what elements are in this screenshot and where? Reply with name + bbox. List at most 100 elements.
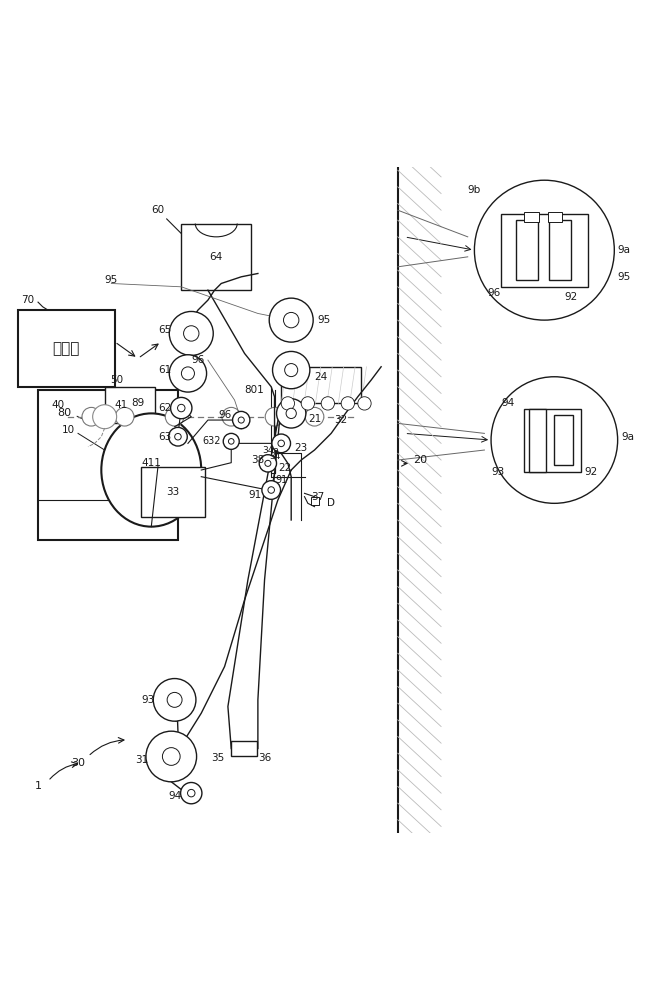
- Ellipse shape: [101, 413, 201, 527]
- Text: 36: 36: [258, 753, 271, 763]
- Circle shape: [169, 355, 207, 392]
- Text: 95: 95: [318, 315, 331, 325]
- Circle shape: [181, 367, 195, 380]
- Circle shape: [285, 364, 298, 377]
- Circle shape: [265, 407, 284, 426]
- Text: 65: 65: [158, 325, 171, 335]
- Text: 20: 20: [413, 455, 427, 465]
- Circle shape: [167, 692, 182, 707]
- Text: 30: 30: [71, 758, 85, 768]
- Text: 31: 31: [134, 755, 148, 765]
- Circle shape: [301, 397, 314, 410]
- Bar: [549, 220, 571, 280]
- Text: 801: 801: [245, 385, 264, 395]
- Circle shape: [82, 407, 100, 426]
- Text: 9b: 9b: [468, 185, 481, 195]
- Circle shape: [272, 351, 310, 389]
- Circle shape: [265, 460, 271, 466]
- Text: 38: 38: [252, 455, 264, 465]
- Bar: [501, 214, 587, 287]
- Circle shape: [187, 789, 195, 797]
- Text: 95: 95: [617, 272, 631, 282]
- Circle shape: [177, 404, 185, 412]
- Bar: [181, 224, 252, 290]
- Text: 70: 70: [21, 295, 35, 305]
- Text: 35: 35: [211, 753, 225, 763]
- Text: 61: 61: [158, 365, 171, 375]
- Text: 92: 92: [584, 467, 597, 477]
- Circle shape: [491, 377, 617, 503]
- Text: 60: 60: [151, 205, 165, 215]
- Text: 24: 24: [314, 372, 328, 382]
- Text: 411: 411: [141, 458, 161, 468]
- Circle shape: [183, 326, 199, 341]
- Circle shape: [286, 408, 296, 419]
- Text: D: D: [327, 498, 335, 508]
- Bar: [516, 220, 538, 280]
- Circle shape: [272, 434, 290, 453]
- Text: 41: 41: [114, 400, 128, 410]
- Text: 62: 62: [158, 403, 171, 413]
- Circle shape: [228, 439, 234, 444]
- Circle shape: [281, 397, 294, 410]
- Circle shape: [223, 433, 240, 449]
- Bar: [38, 390, 178, 540]
- Circle shape: [321, 397, 334, 410]
- Circle shape: [358, 397, 371, 410]
- Circle shape: [163, 748, 180, 765]
- Bar: [104, 387, 155, 423]
- Bar: [548, 212, 563, 222]
- Circle shape: [341, 397, 355, 410]
- Circle shape: [115, 407, 134, 426]
- Bar: [311, 497, 319, 505]
- Text: 89: 89: [131, 398, 145, 408]
- Circle shape: [262, 481, 280, 499]
- Bar: [524, 212, 539, 222]
- Text: 33: 33: [167, 487, 179, 497]
- Circle shape: [169, 311, 213, 355]
- Text: 21: 21: [308, 414, 321, 424]
- Text: 94: 94: [168, 791, 181, 801]
- Bar: [524, 409, 581, 472]
- Text: 632: 632: [203, 436, 221, 446]
- Circle shape: [259, 455, 276, 472]
- Text: 96: 96: [191, 355, 205, 365]
- Text: 92: 92: [565, 292, 577, 302]
- Text: 32: 32: [334, 415, 348, 425]
- Text: 9a: 9a: [621, 432, 634, 442]
- Text: 34a: 34a: [263, 446, 280, 455]
- Text: 控制部: 控制部: [53, 341, 80, 356]
- Text: 40: 40: [52, 400, 64, 410]
- Circle shape: [93, 405, 116, 429]
- Bar: [529, 409, 546, 472]
- Text: 23: 23: [294, 443, 308, 453]
- Text: 93: 93: [141, 695, 155, 705]
- Circle shape: [153, 679, 196, 721]
- Text: 1: 1: [35, 781, 41, 791]
- Circle shape: [474, 180, 614, 320]
- Circle shape: [268, 487, 274, 493]
- Circle shape: [238, 417, 244, 423]
- Circle shape: [269, 298, 313, 342]
- Circle shape: [305, 407, 324, 426]
- Bar: [555, 415, 573, 465]
- Text: 93: 93: [491, 467, 504, 477]
- Circle shape: [165, 407, 184, 426]
- Circle shape: [233, 411, 250, 429]
- Circle shape: [146, 731, 197, 782]
- Bar: [141, 467, 205, 517]
- Text: 96: 96: [488, 288, 501, 298]
- Circle shape: [222, 407, 241, 426]
- Circle shape: [171, 397, 192, 419]
- Circle shape: [181, 782, 202, 804]
- Text: 9a: 9a: [617, 245, 631, 255]
- Text: 34: 34: [269, 452, 280, 461]
- Circle shape: [276, 399, 306, 428]
- Text: 95: 95: [104, 275, 118, 285]
- Text: 63: 63: [158, 432, 171, 442]
- Text: 10: 10: [62, 425, 74, 435]
- Circle shape: [284, 312, 299, 328]
- Bar: [281, 367, 361, 403]
- Text: 91: 91: [248, 490, 261, 500]
- Text: 91: 91: [275, 475, 287, 485]
